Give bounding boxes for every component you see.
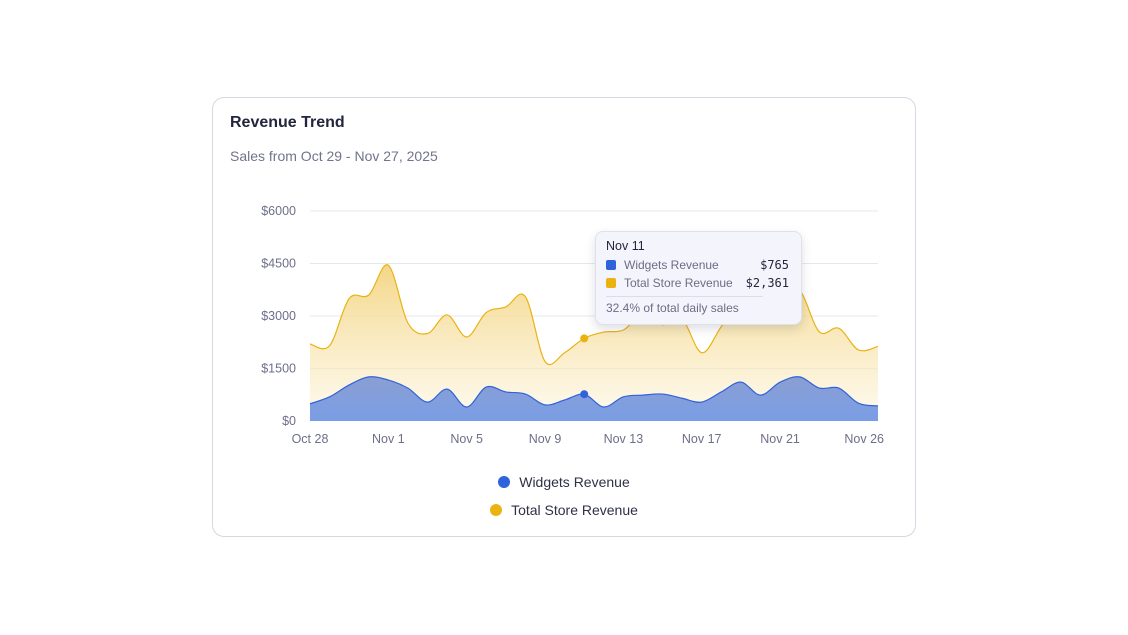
widgets-revenue-line xyxy=(309,376,879,408)
total-legend-dot xyxy=(490,504,503,516)
widgets-highlight-point xyxy=(580,390,589,399)
tooltip-label: Widgets Revenue xyxy=(624,258,719,272)
card-subtitle: Sales from Oct 29 - Nov 27, 2025 xyxy=(230,148,438,164)
x-tick-label: Nov 21 xyxy=(760,432,800,446)
y-tick-label: $6000 xyxy=(261,204,296,218)
y-tick-label: $3000 xyxy=(261,309,296,323)
x-tick-label: Nov 1 xyxy=(372,432,405,446)
tooltip-value: $765 xyxy=(760,258,789,272)
y-tick-label: $1500 xyxy=(261,362,296,376)
x-tick-label: Nov 26 xyxy=(844,432,884,446)
y-tick-label: $0 xyxy=(282,414,296,428)
x-tick-label: Nov 13 xyxy=(604,432,644,446)
widgets-swatch xyxy=(606,260,616,270)
legend-item-total[interactable]: Total Store Revenue xyxy=(213,502,915,518)
legend-label: Widgets Revenue xyxy=(519,474,630,490)
widgets-legend-dot xyxy=(498,476,511,488)
tooltip-row-total: Total Store Revenue $2,361 xyxy=(606,275,789,291)
tooltip-label: Total Store Revenue xyxy=(624,276,733,290)
x-tick-label: Nov 5 xyxy=(450,432,483,446)
tooltip-footer: 32.4% of total daily sales xyxy=(606,301,739,315)
tooltip-row-widgets: Widgets Revenue $765 xyxy=(606,257,789,273)
tooltip-value: $2,361 xyxy=(745,276,789,290)
x-tick-label: Nov 9 xyxy=(529,432,562,446)
total-highlight-point xyxy=(580,334,589,343)
y-tick-label: $4500 xyxy=(261,257,296,271)
x-tick-label: Nov 17 xyxy=(682,432,722,446)
tooltip-date: Nov 11 xyxy=(606,239,645,253)
legend-label: Total Store Revenue xyxy=(511,502,638,518)
total-swatch xyxy=(606,278,616,288)
x-tick-label: Oct 28 xyxy=(292,432,329,446)
card-title: Revenue Trend xyxy=(230,114,345,131)
tooltip-divider xyxy=(606,296,763,297)
legend-item-widgets[interactable]: Widgets Revenue xyxy=(213,474,915,490)
widgets-revenue-area xyxy=(310,376,878,421)
chart-tooltip: Nov 11 Widgets Revenue $765 Total Store … xyxy=(595,231,802,325)
